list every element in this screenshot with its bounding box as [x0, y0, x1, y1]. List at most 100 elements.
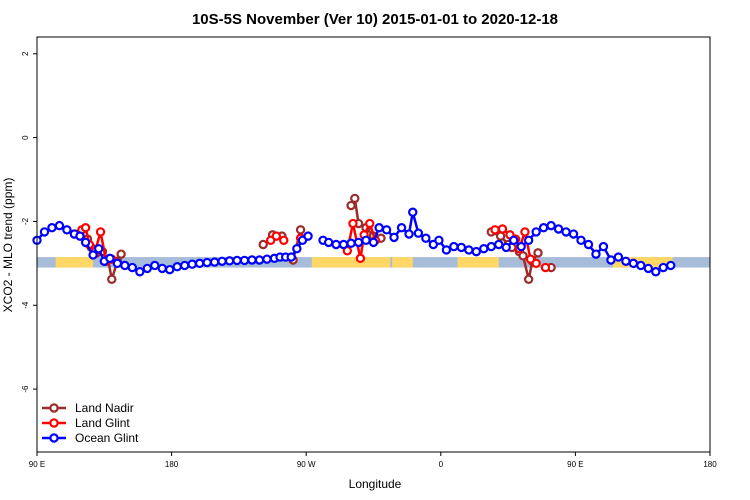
data-point-ocean-glint — [217, 256, 227, 266]
data-point-ocean-glint — [80, 237, 91, 248]
data-point-ocean-glint — [464, 245, 474, 255]
data-point-ocean-glint — [621, 256, 631, 266]
chart-title: 10S-5S November (Ver 10) 2015-01-01 to 2… — [192, 11, 558, 28]
data-point-land-nadir — [523, 274, 534, 284]
data-point-ocean-glint — [381, 225, 392, 235]
data-point-ocean-glint — [323, 237, 334, 248]
data-point-ocean-glint — [561, 227, 571, 237]
x-axis: 90 E 180 90 W 0 90 E 180 — [29, 452, 717, 469]
data-point-ocean-glint — [471, 246, 482, 257]
y-tick-label: 0 — [21, 135, 30, 140]
y-axis-label: XCO2 - MLO trend (ppm) — [1, 178, 15, 313]
data-point-land-glint — [531, 258, 541, 269]
data-point-ocean-glint — [292, 243, 302, 254]
data-point-ocean-glint — [404, 229, 414, 239]
data-point-ocean-glint — [413, 228, 424, 238]
data-point-ocean-glint — [449, 241, 459, 252]
data-point-ocean-glint — [209, 257, 220, 267]
data-point-land-glint — [80, 223, 91, 233]
data-point-land-nadir — [350, 193, 360, 204]
data-point-ocean-glint — [157, 263, 167, 274]
data-point-ocean-glint — [606, 255, 616, 265]
data-point-ocean-glint — [165, 264, 175, 275]
x-axis-label: Longitude — [349, 477, 402, 491]
data-point-ocean-glint — [636, 260, 646, 271]
data-point-ocean-glint — [239, 255, 250, 266]
data-point-land-glint — [497, 224, 508, 234]
land-segment — [392, 257, 413, 268]
data-point-ocean-glint — [353, 237, 364, 248]
data-point-ocean-glint — [93, 243, 104, 254]
data-point-ocean-glint — [262, 254, 272, 264]
data-point-ocean-glint — [247, 255, 257, 265]
legend-marker — [49, 433, 59, 443]
data-point-ocean-glint — [286, 252, 296, 262]
data-point-land-glint — [365, 218, 375, 229]
data-point-ocean-glint — [361, 235, 371, 246]
data-point-ocean-glint — [194, 258, 205, 269]
data-point-ocean-glint — [531, 227, 541, 237]
data-point-ocean-glint — [187, 259, 197, 269]
data-point-ocean-glint — [576, 235, 586, 246]
data-point-ocean-glint — [613, 252, 624, 262]
data-point-ocean-glint — [479, 243, 489, 254]
data-point-ocean-glint — [523, 235, 534, 246]
data-point-land-nadir — [346, 200, 356, 211]
data-point-ocean-glint — [374, 223, 384, 233]
data-point-ocean-glint — [127, 262, 138, 273]
data-point-land-nadir — [107, 274, 117, 284]
data-point-ocean-glint — [591, 249, 601, 259]
data-point-ocean-glint — [389, 232, 399, 243]
data-point-ocean-glint — [396, 223, 407, 233]
data-point-ocean-glint — [546, 220, 556, 231]
data-point-ocean-glint — [88, 250, 98, 260]
legend-label: Land Glint — [75, 416, 130, 430]
data-point-land-glint — [348, 218, 358, 229]
data-point-ocean-glint — [331, 239, 341, 250]
data-point-ocean-glint — [47, 223, 57, 233]
data-point-ocean-glint — [509, 235, 519, 246]
land-segment — [311, 257, 391, 268]
data-point-ocean-glint — [501, 242, 511, 253]
data-point-ocean-glint — [120, 260, 130, 271]
plot-area — [32, 193, 710, 284]
land-segment — [55, 257, 94, 268]
x-tick-label: 180 — [165, 460, 179, 469]
data-point-land-glint — [520, 227, 530, 237]
legend-marker — [49, 418, 59, 428]
x-tick-label: 0 — [439, 460, 444, 469]
data-point-ocean-glint — [494, 239, 504, 250]
x-tick-label: 180 — [703, 460, 717, 469]
data-point-ocean-glint — [62, 225, 72, 235]
y-tick-label: -6 — [21, 385, 30, 393]
data-point-ocean-glint — [456, 242, 467, 253]
data-point-ocean-glint — [75, 231, 85, 241]
data-point-ocean-glint — [39, 227, 50, 237]
legend-label: Land Nadir — [75, 401, 134, 415]
legend-marker — [49, 403, 59, 413]
data-point-land-glint — [540, 262, 551, 273]
y-tick-label: 2 — [21, 51, 30, 56]
data-point-ocean-glint — [112, 258, 123, 269]
data-point-land-glint — [95, 227, 106, 237]
data-point-land-nadir — [295, 225, 306, 235]
data-point-ocean-glint — [54, 220, 65, 231]
data-point-ocean-glint — [568, 229, 579, 239]
data-point-ocean-glint — [441, 245, 452, 255]
data-point-ocean-glint — [658, 262, 668, 273]
data-point-ocean-glint — [434, 235, 444, 246]
data-point-ocean-glint — [651, 267, 661, 277]
data-point-ocean-glint — [538, 223, 549, 233]
land-segment — [457, 257, 499, 268]
data-point-land-nadir — [518, 251, 528, 261]
data-point-land-glint — [490, 225, 500, 235]
data-point-ocean-glint — [142, 263, 152, 274]
data-point-ocean-glint — [486, 241, 496, 252]
data-point-ocean-glint — [172, 262, 182, 272]
data-point-ocean-glint — [202, 257, 212, 268]
data-point-ocean-glint — [338, 239, 349, 250]
y-axis: 2 0 -2 -4 -6 — [21, 51, 37, 393]
data-point-ocean-glint — [666, 260, 676, 271]
